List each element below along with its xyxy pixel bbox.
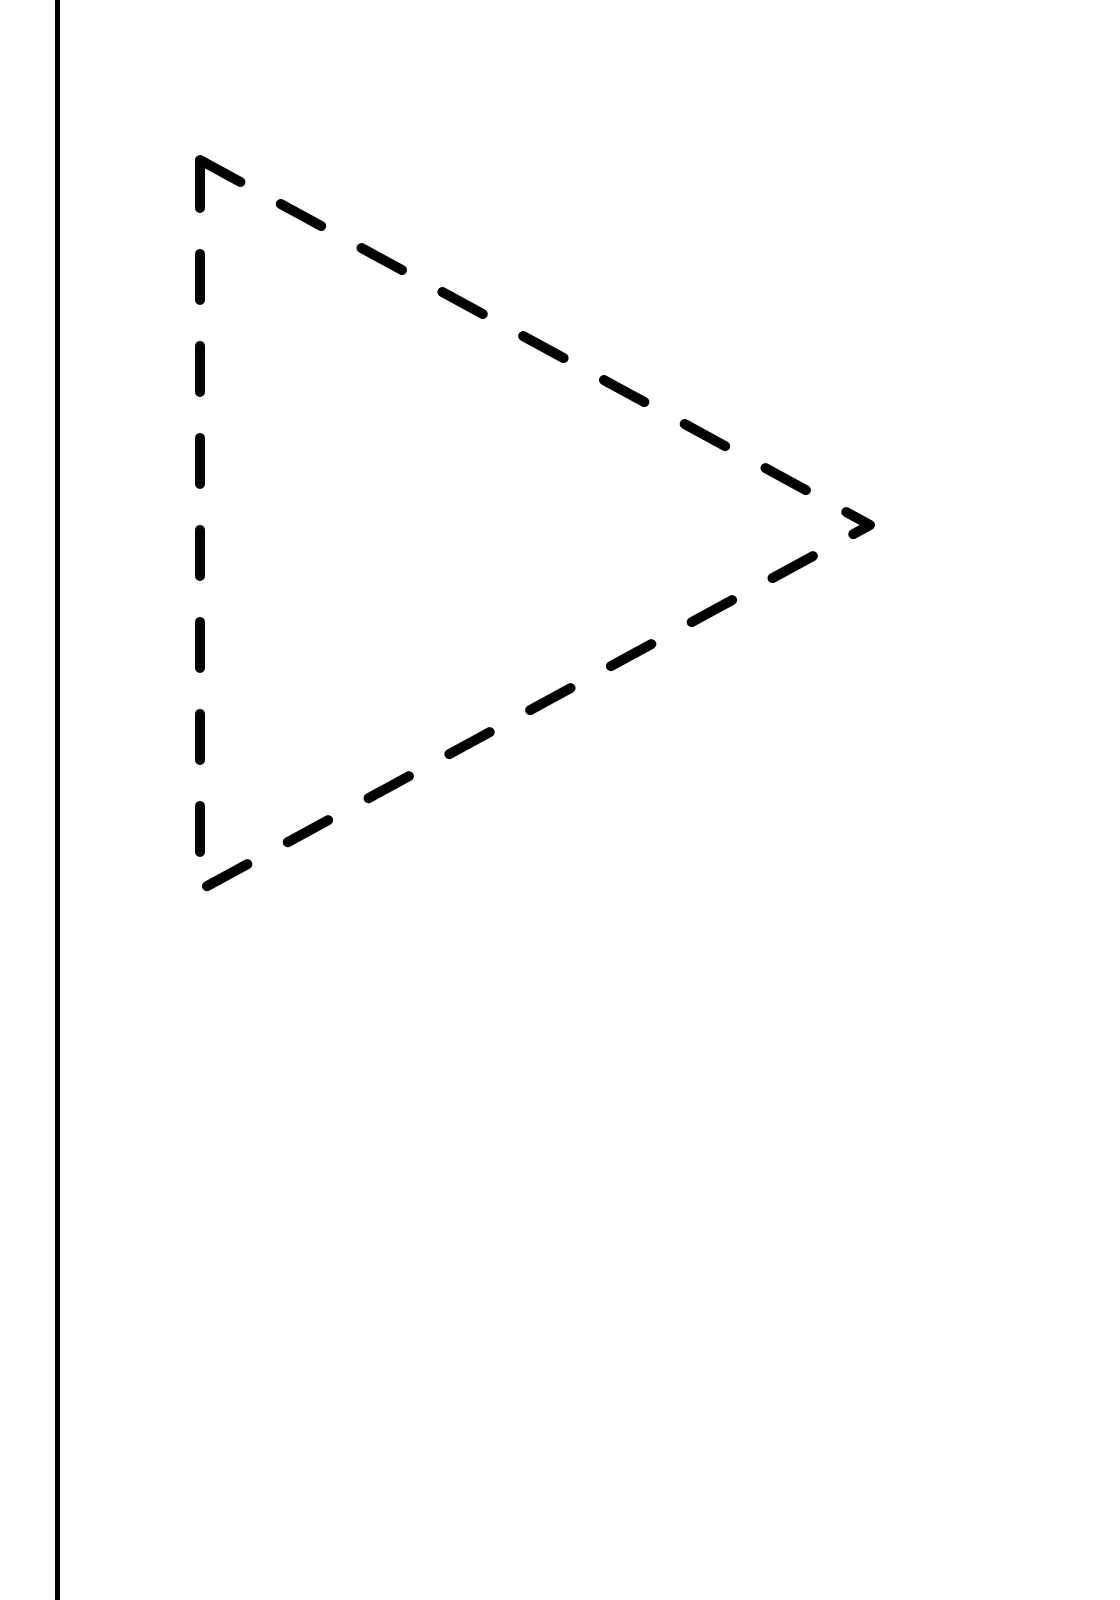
page-container xyxy=(0,0,1120,1600)
dashed-triangle-icon xyxy=(0,0,1120,1600)
triangle-shape xyxy=(200,160,870,890)
